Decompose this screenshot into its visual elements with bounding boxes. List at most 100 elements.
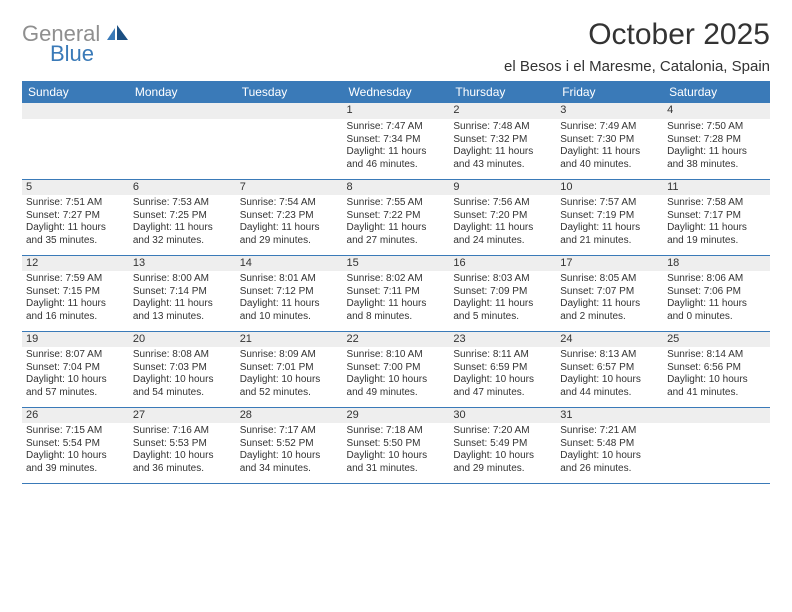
sunset-text: Sunset: 6:57 PM <box>560 362 659 375</box>
sunrise-text: Sunrise: 7:54 AM <box>240 197 339 210</box>
day-number: 3 <box>556 103 663 119</box>
day-data: Sunrise: 8:14 AMSunset: 6:56 PMDaylight:… <box>663 347 770 407</box>
sunrise-text: Sunrise: 7:15 AM <box>26 425 125 438</box>
sunset-text: Sunset: 7:09 PM <box>453 286 552 299</box>
sunset-text: Sunset: 6:59 PM <box>453 362 552 375</box>
day-number <box>129 103 236 119</box>
daylight-text: Daylight: 10 hours and 54 minutes. <box>133 374 232 399</box>
sunset-text: Sunset: 7:04 PM <box>26 362 125 375</box>
day-number: 20 <box>129 331 236 347</box>
day-data <box>22 119 129 179</box>
day-data <box>236 119 343 179</box>
sunset-text: Sunset: 7:20 PM <box>453 210 552 223</box>
title-block: October 2025 el Besos i el Maresme, Cata… <box>504 18 770 75</box>
day-number: 6 <box>129 179 236 195</box>
day-number: 9 <box>449 179 556 195</box>
sunrise-text: Sunrise: 8:03 AM <box>453 273 552 286</box>
day-data: Sunrise: 7:55 AMSunset: 7:22 PMDaylight:… <box>343 195 450 255</box>
day-number: 25 <box>663 331 770 347</box>
day-header: Friday <box>556 81 663 103</box>
daylight-text: Daylight: 10 hours and 36 minutes. <box>133 450 232 475</box>
sunset-text: Sunset: 7:01 PM <box>240 362 339 375</box>
sunrise-text: Sunrise: 8:07 AM <box>26 349 125 362</box>
sunrise-text: Sunrise: 7:18 AM <box>347 425 446 438</box>
sunrise-text: Sunrise: 8:11 AM <box>453 349 552 362</box>
logo: General Blue <box>22 24 129 65</box>
daylight-text: Daylight: 10 hours and 44 minutes. <box>560 374 659 399</box>
sunrise-text: Sunrise: 8:01 AM <box>240 273 339 286</box>
day-number: 21 <box>236 331 343 347</box>
sunrise-text: Sunrise: 8:09 AM <box>240 349 339 362</box>
day-number: 13 <box>129 255 236 271</box>
day-number: 23 <box>449 331 556 347</box>
sunrise-text: Sunrise: 8:02 AM <box>347 273 446 286</box>
sunrise-text: Sunrise: 7:59 AM <box>26 273 125 286</box>
day-data: Sunrise: 8:10 AMSunset: 7:00 PMDaylight:… <box>343 347 450 407</box>
daylight-text: Daylight: 10 hours and 31 minutes. <box>347 450 446 475</box>
sunrise-text: Sunrise: 8:05 AM <box>560 273 659 286</box>
daylight-text: Daylight: 10 hours and 34 minutes. <box>240 450 339 475</box>
day-data: Sunrise: 7:17 AMSunset: 5:52 PMDaylight:… <box>236 423 343 483</box>
day-data: Sunrise: 7:59 AMSunset: 7:15 PMDaylight:… <box>22 271 129 331</box>
sunrise-text: Sunrise: 8:10 AM <box>347 349 446 362</box>
day-number: 2 <box>449 103 556 119</box>
sunrise-text: Sunrise: 7:16 AM <box>133 425 232 438</box>
day-data <box>129 119 236 179</box>
daynum-row: 567891011 <box>22 179 770 195</box>
daylight-text: Daylight: 11 hours and 35 minutes. <box>26 222 125 247</box>
day-header: Wednesday <box>343 81 450 103</box>
day-number: 17 <box>556 255 663 271</box>
sunset-text: Sunset: 5:50 PM <box>347 438 446 451</box>
sunrise-text: Sunrise: 8:13 AM <box>560 349 659 362</box>
sunset-text: Sunset: 6:56 PM <box>667 362 766 375</box>
daylight-text: Daylight: 11 hours and 32 minutes. <box>133 222 232 247</box>
sunset-text: Sunset: 7:34 PM <box>347 134 446 147</box>
day-data: Sunrise: 8:11 AMSunset: 6:59 PMDaylight:… <box>449 347 556 407</box>
daylight-text: Daylight: 11 hours and 27 minutes. <box>347 222 446 247</box>
sunset-text: Sunset: 5:52 PM <box>240 438 339 451</box>
sunset-text: Sunset: 7:00 PM <box>347 362 446 375</box>
day-number: 22 <box>343 331 450 347</box>
sunset-text: Sunset: 7:22 PM <box>347 210 446 223</box>
daylight-text: Daylight: 11 hours and 0 minutes. <box>667 298 766 323</box>
day-number: 7 <box>236 179 343 195</box>
sunrise-text: Sunrise: 7:58 AM <box>667 197 766 210</box>
day-number: 27 <box>129 407 236 423</box>
day-data: Sunrise: 7:56 AMSunset: 7:20 PMDaylight:… <box>449 195 556 255</box>
day-number: 24 <box>556 331 663 347</box>
day-data: Sunrise: 8:01 AMSunset: 7:12 PMDaylight:… <box>236 271 343 331</box>
daylight-text: Daylight: 11 hours and 21 minutes. <box>560 222 659 247</box>
sunset-text: Sunset: 7:19 PM <box>560 210 659 223</box>
day-data: Sunrise: 8:00 AMSunset: 7:14 PMDaylight:… <box>129 271 236 331</box>
daylight-text: Daylight: 11 hours and 2 minutes. <box>560 298 659 323</box>
day-data: Sunrise: 7:18 AMSunset: 5:50 PMDaylight:… <box>343 423 450 483</box>
daylight-text: Daylight: 10 hours and 26 minutes. <box>560 450 659 475</box>
daylight-text: Daylight: 11 hours and 43 minutes. <box>453 146 552 171</box>
day-number: 30 <box>449 407 556 423</box>
daylight-text: Daylight: 11 hours and 5 minutes. <box>453 298 552 323</box>
daynum-row: 262728293031 <box>22 407 770 423</box>
daydata-row: Sunrise: 7:47 AMSunset: 7:34 PMDaylight:… <box>22 119 770 179</box>
logo-blue: Blue <box>50 41 94 66</box>
sunset-text: Sunset: 7:30 PM <box>560 134 659 147</box>
sunset-text: Sunset: 5:49 PM <box>453 438 552 451</box>
daylight-text: Daylight: 10 hours and 49 minutes. <box>347 374 446 399</box>
daylight-text: Daylight: 10 hours and 52 minutes. <box>240 374 339 399</box>
location: el Besos i el Maresme, Catalonia, Spain <box>504 58 770 75</box>
daylight-text: Daylight: 11 hours and 16 minutes. <box>26 298 125 323</box>
daylight-text: Daylight: 11 hours and 40 minutes. <box>560 146 659 171</box>
day-data: Sunrise: 7:58 AMSunset: 7:17 PMDaylight:… <box>663 195 770 255</box>
sunrise-text: Sunrise: 7:53 AM <box>133 197 232 210</box>
day-header: Thursday <box>449 81 556 103</box>
day-header-row: Sunday Monday Tuesday Wednesday Thursday… <box>22 81 770 103</box>
day-data: Sunrise: 8:09 AMSunset: 7:01 PMDaylight:… <box>236 347 343 407</box>
day-data: Sunrise: 7:57 AMSunset: 7:19 PMDaylight:… <box>556 195 663 255</box>
day-number: 4 <box>663 103 770 119</box>
daylight-text: Daylight: 11 hours and 10 minutes. <box>240 298 339 323</box>
sunrise-text: Sunrise: 8:00 AM <box>133 273 232 286</box>
calendar-table: Sunday Monday Tuesday Wednesday Thursday… <box>22 81 770 484</box>
sunset-text: Sunset: 7:06 PM <box>667 286 766 299</box>
sunset-text: Sunset: 7:14 PM <box>133 286 232 299</box>
sunset-text: Sunset: 7:11 PM <box>347 286 446 299</box>
sunrise-text: Sunrise: 7:57 AM <box>560 197 659 210</box>
